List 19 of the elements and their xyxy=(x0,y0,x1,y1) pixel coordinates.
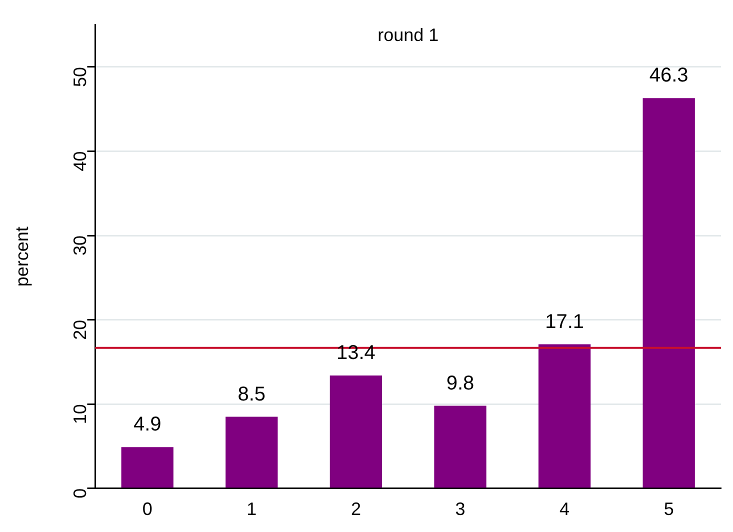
y-tick-label: 30 xyxy=(70,236,90,256)
data-label: 4.9 xyxy=(133,414,162,436)
data-label: 8.5 xyxy=(238,383,266,406)
x-tick-label: 2 xyxy=(350,499,361,520)
data-label: 17.1 xyxy=(545,310,584,333)
y-tick-label: 20 xyxy=(70,320,90,340)
data-label: 9.8 xyxy=(446,372,474,394)
x-tick-label: 3 xyxy=(455,499,466,520)
data-label: 46.3 xyxy=(649,64,688,87)
y-tick-label: 0 xyxy=(70,488,90,498)
chart-title: round 1 xyxy=(378,24,439,45)
x-tick-label: 4 xyxy=(560,499,570,520)
x-tick-label: 1 xyxy=(246,499,257,520)
x-tick-label: 5 xyxy=(664,499,674,520)
y-tick-label: 10 xyxy=(70,404,90,424)
y-axis-title: percent xyxy=(12,226,32,287)
x-tick-label: 0 xyxy=(142,499,152,520)
y-tick-label: 50 xyxy=(70,66,90,87)
y-tick-label: 40 xyxy=(70,151,90,172)
